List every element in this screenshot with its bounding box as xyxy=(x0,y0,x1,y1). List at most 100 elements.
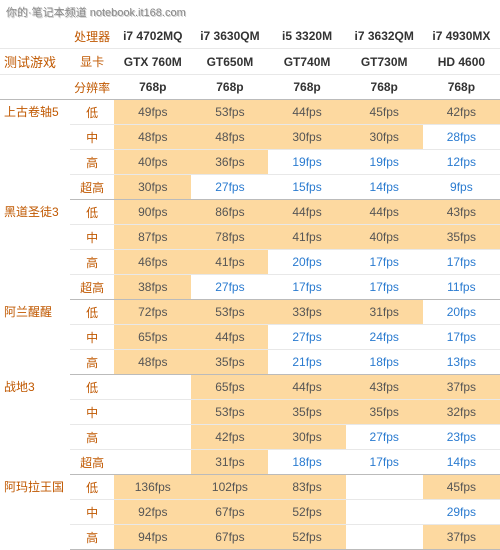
val-1-0-0: 90fps xyxy=(114,200,191,225)
header-cpu-4: i7 4930MX xyxy=(423,24,500,49)
val-0-2-4: 12fps xyxy=(423,150,500,175)
val-0-2-0: 40fps xyxy=(114,150,191,175)
val-1-1-3: 40fps xyxy=(346,225,423,250)
setting-4-0: 低 xyxy=(70,475,114,500)
val-1-0-4: 43fps xyxy=(423,200,500,225)
table-title: 测试游戏 xyxy=(0,49,70,75)
val-1-3-4: 11fps xyxy=(423,275,500,300)
val-0-1-2: 30fps xyxy=(268,125,345,150)
val-4-0-3 xyxy=(346,475,423,500)
val-2-2-2: 21fps xyxy=(268,350,345,375)
val-0-3-3: 14fps xyxy=(346,175,423,200)
val-2-0-2: 33fps xyxy=(268,300,345,325)
header-gpu-3: GT730M xyxy=(346,49,423,75)
val-3-0-0 xyxy=(114,375,191,400)
header-cpu-0: i7 4702MQ xyxy=(114,24,191,49)
val-4-2-1: 67fps xyxy=(191,525,268,550)
val-0-0-2: 44fps xyxy=(268,100,345,125)
val-2-0-4: 20fps xyxy=(423,300,500,325)
header-gpu-0: GTX 760M xyxy=(114,49,191,75)
val-4-2-0: 94fps xyxy=(114,525,191,550)
val-4-2-4: 37fps xyxy=(423,525,500,550)
header-res-4: 768p xyxy=(423,75,500,100)
val-2-2-1: 35fps xyxy=(191,350,268,375)
header-res-label: 分辨率 xyxy=(70,75,114,100)
game-label-3: 战地3 xyxy=(0,375,70,475)
val-1-0-1: 86fps xyxy=(191,200,268,225)
setting-0-0: 低 xyxy=(70,100,114,125)
val-3-0-1: 65fps xyxy=(191,375,268,400)
val-3-1-3: 35fps xyxy=(346,400,423,425)
setting-2-0: 低 xyxy=(70,300,114,325)
header-cpu-3: i7 3632QM xyxy=(346,24,423,49)
val-2-1-3: 24fps xyxy=(346,325,423,350)
val-1-3-2: 17fps xyxy=(268,275,345,300)
val-2-1-2: 27fps xyxy=(268,325,345,350)
val-4-1-1: 67fps xyxy=(191,500,268,525)
game-label-2: 阿兰醒醒 xyxy=(0,300,70,375)
val-0-2-2: 19fps xyxy=(268,150,345,175)
val-2-0-3: 31fps xyxy=(346,300,423,325)
val-3-2-2: 30fps xyxy=(268,425,345,450)
val-3-3-2: 18fps xyxy=(268,450,345,475)
val-2-2-3: 18fps xyxy=(346,350,423,375)
val-3-2-3: 27fps xyxy=(346,425,423,450)
val-1-2-4: 17fps xyxy=(423,250,500,275)
val-0-0-0: 49fps xyxy=(114,100,191,125)
val-1-1-0: 87fps xyxy=(114,225,191,250)
watermark-text: 你的·笔记本频道 notebook.it168.com xyxy=(0,0,500,24)
val-3-0-3: 43fps xyxy=(346,375,423,400)
setting-0-2: 高 xyxy=(70,150,114,175)
setting-3-3: 超高 xyxy=(70,450,114,475)
val-0-3-2: 15fps xyxy=(268,175,345,200)
val-0-1-3: 30fps xyxy=(346,125,423,150)
header-res-1: 768p xyxy=(191,75,268,100)
setting-4-1: 中 xyxy=(70,500,114,525)
val-4-2-3 xyxy=(346,525,423,550)
val-3-3-4: 14fps xyxy=(423,450,500,475)
setting-4-2: 高 xyxy=(70,525,114,550)
val-3-3-1: 31fps xyxy=(191,450,268,475)
val-4-1-2: 52fps xyxy=(268,500,345,525)
game-label-0: 上古卷轴5 xyxy=(0,100,70,200)
val-3-3-0 xyxy=(114,450,191,475)
setting-3-1: 中 xyxy=(70,400,114,425)
val-2-0-0: 72fps xyxy=(114,300,191,325)
val-4-2-2: 52fps xyxy=(268,525,345,550)
val-4-0-1: 102fps xyxy=(191,475,268,500)
val-1-3-0: 38fps xyxy=(114,275,191,300)
setting-0-3: 超高 xyxy=(70,175,114,200)
val-3-2-4: 23fps xyxy=(423,425,500,450)
val-4-1-3 xyxy=(346,500,423,525)
val-0-1-1: 48fps xyxy=(191,125,268,150)
val-3-1-4: 32fps xyxy=(423,400,500,425)
val-1-2-0: 46fps xyxy=(114,250,191,275)
header-res-0: 768p xyxy=(114,75,191,100)
val-0-2-3: 19fps xyxy=(346,150,423,175)
val-3-3-3: 17fps xyxy=(346,450,423,475)
val-1-1-2: 41fps xyxy=(268,225,345,250)
val-1-3-1: 27fps xyxy=(191,275,268,300)
val-1-2-1: 41fps xyxy=(191,250,268,275)
val-1-1-1: 78fps xyxy=(191,225,268,250)
val-1-1-4: 35fps xyxy=(423,225,500,250)
header-cpu-1: i7 3630QM xyxy=(191,24,268,49)
val-4-1-0: 92fps xyxy=(114,500,191,525)
val-0-3-4: 9fps xyxy=(423,175,500,200)
header-gpu-label: 显卡 xyxy=(70,49,114,75)
val-4-0-2: 83fps xyxy=(268,475,345,500)
val-0-3-0: 30fps xyxy=(114,175,191,200)
val-1-3-3: 17fps xyxy=(346,275,423,300)
header-gpu-2: GT740M xyxy=(268,49,345,75)
val-4-1-4: 29fps xyxy=(423,500,500,525)
val-1-2-2: 20fps xyxy=(268,250,345,275)
val-1-0-3: 44fps xyxy=(346,200,423,225)
header-res-3: 768p xyxy=(346,75,423,100)
val-3-2-1: 42fps xyxy=(191,425,268,450)
val-0-1-4: 28fps xyxy=(423,125,500,150)
setting-1-1: 中 xyxy=(70,225,114,250)
val-2-1-1: 44fps xyxy=(191,325,268,350)
val-0-2-1: 36fps xyxy=(191,150,268,175)
header-cpu-label: 处理器 xyxy=(70,24,114,49)
val-4-0-4: 45fps xyxy=(423,475,500,500)
